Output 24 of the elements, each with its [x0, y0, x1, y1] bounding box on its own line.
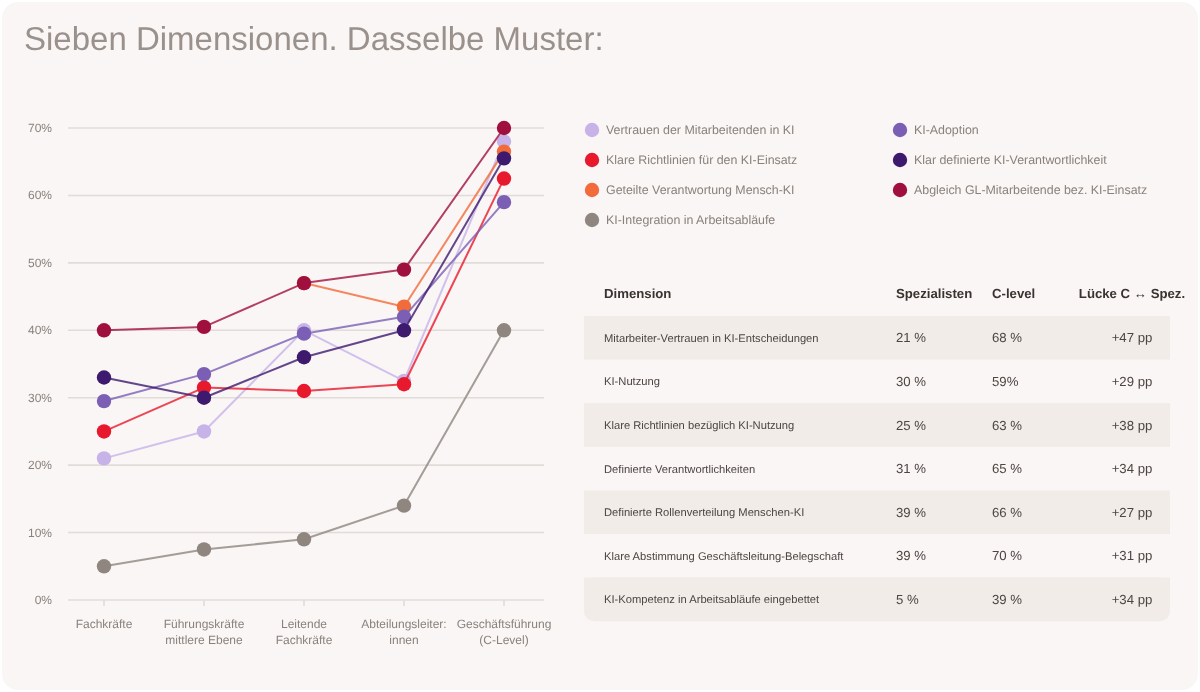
- point: [96, 323, 112, 338]
- point: [96, 559, 112, 574]
- point: [296, 532, 312, 547]
- point: [496, 151, 512, 166]
- point: [196, 542, 212, 557]
- point: [196, 424, 212, 439]
- point: [96, 451, 112, 466]
- point: [496, 323, 512, 338]
- point: [96, 424, 112, 439]
- point: [196, 390, 212, 405]
- point: [296, 383, 312, 399]
- chart-title: Sieben Dimensionen. Dasselbe Muster:: [24, 22, 604, 58]
- point: [496, 171, 512, 186]
- point: [196, 319, 212, 335]
- point: [96, 393, 112, 409]
- point: [396, 498, 412, 513]
- point: [496, 194, 512, 210]
- point: [396, 323, 412, 338]
- point: [396, 309, 412, 324]
- point: [296, 350, 312, 365]
- point: [496, 120, 512, 136]
- point: [96, 370, 112, 385]
- point: [196, 366, 212, 382]
- point: [396, 262, 412, 277]
